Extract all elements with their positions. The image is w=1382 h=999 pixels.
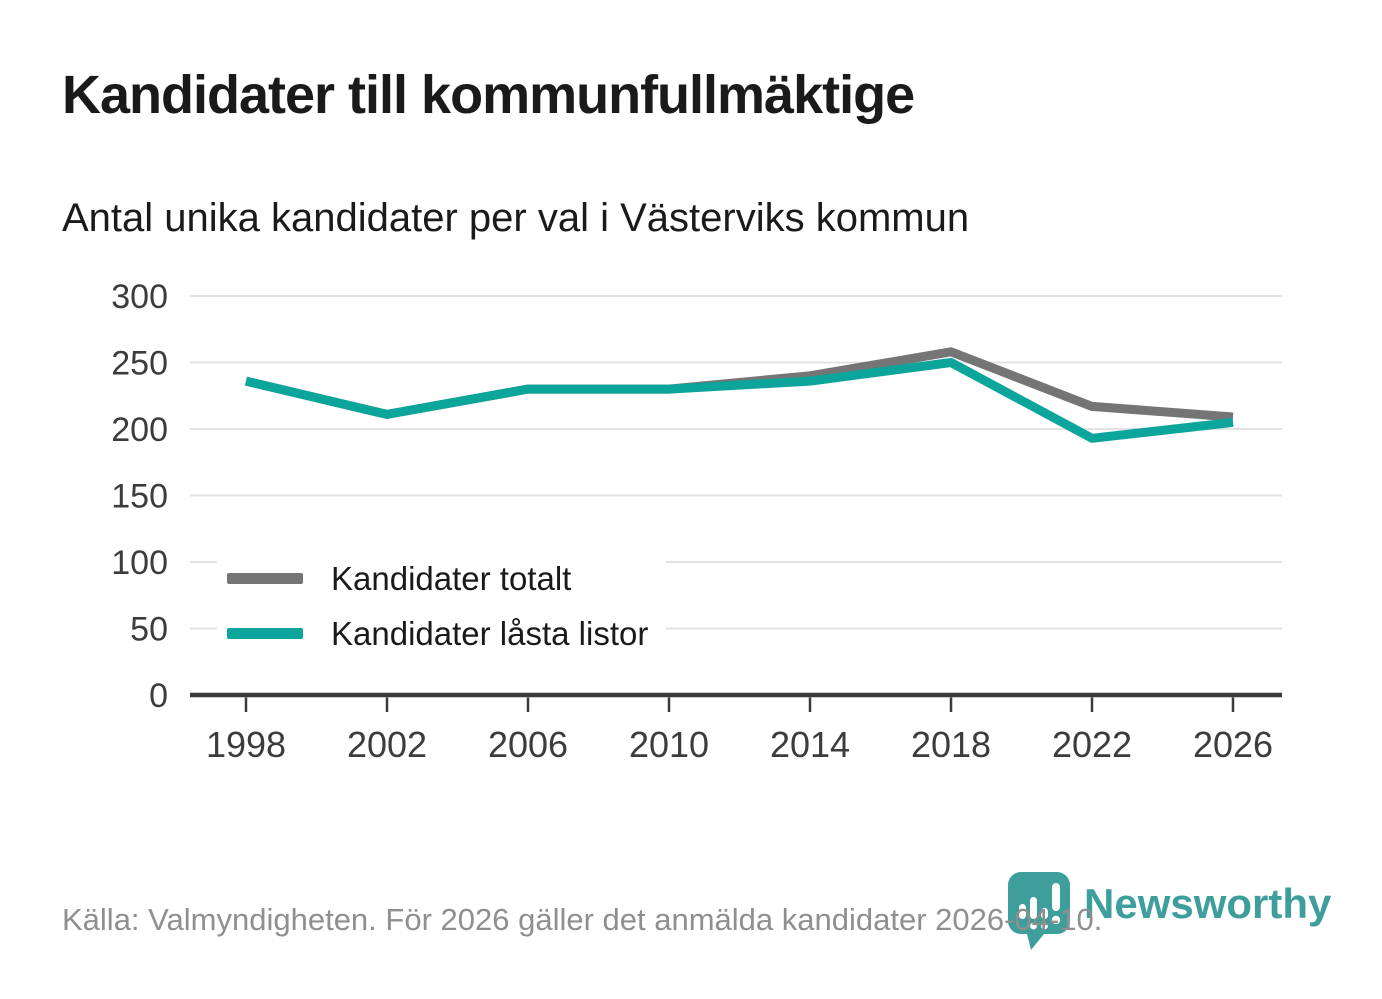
y-axis-tick-label: 50 <box>130 611 168 649</box>
x-axis-tick-label: 2014 <box>770 724 850 765</box>
legend-label-total: Kandidater totalt <box>331 559 572 597</box>
x-axis-tick-label: 2022 <box>1052 724 1132 765</box>
legend-swatch-total <box>227 573 303 584</box>
x-axis-tick-label: 2002 <box>347 724 427 765</box>
x-axis-tick-label: 2010 <box>629 724 709 765</box>
newsworthy-logo-text: Newsworthy <box>1084 880 1332 927</box>
x-axis-tick-label: 2006 <box>488 724 568 765</box>
legend-item-locked: Kandidater låsta listor <box>227 606 648 661</box>
y-axis-tick-label: 250 <box>111 345 168 383</box>
newsworthy-logo: Newsworthy <box>1008 872 1331 950</box>
y-axis-tick-label: 150 <box>111 478 168 516</box>
legend-label-locked: Kandidater låsta listor <box>331 614 649 652</box>
y-axis-tick-label: 300 <box>111 278 168 316</box>
source-attribution: Källa: Valmyndigheten. För 2026 gäller d… <box>62 902 1103 937</box>
series-line-locked <box>244 358 1234 443</box>
x-axis-tick-label: 1998 <box>206 724 286 765</box>
chart-legend: Kandidater totalt Kandidater låsta listo… <box>217 549 667 663</box>
legend-swatch-locked <box>227 628 303 639</box>
newsworthy-logo-icon <box>1008 872 1070 950</box>
y-axis-tick-label: 100 <box>111 544 168 582</box>
y-axis-tick-label: 200 <box>111 411 168 449</box>
legend-item-total: Kandidater totalt <box>227 551 648 606</box>
x-axis-tick-label: 2026 <box>1193 724 1273 765</box>
y-axis-tick-label: 0 <box>149 677 168 715</box>
page-title: Kandidater till kommunfullmäktige <box>62 65 915 125</box>
x-axis-tick-label: 2018 <box>911 724 991 765</box>
chart-subtitle: Antal unika kandidater per val i Västerv… <box>62 196 970 240</box>
